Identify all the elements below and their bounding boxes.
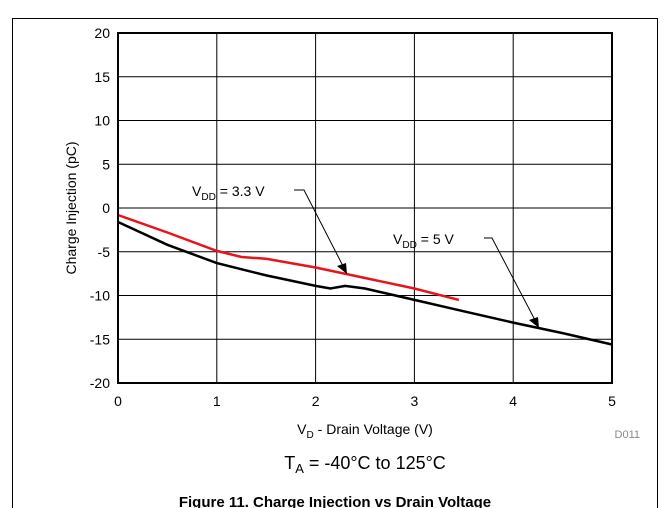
y-tick-label: -20 bbox=[90, 375, 110, 391]
x-tick-label: 1 bbox=[213, 393, 221, 409]
text-rest: = -40°C to 125°C bbox=[304, 453, 446, 473]
y-tick-label: 20 bbox=[94, 25, 110, 41]
text-sub: A bbox=[295, 461, 304, 476]
lines bbox=[117, 213, 613, 346]
y-tick-label: 15 bbox=[94, 69, 110, 85]
text-main: V bbox=[297, 421, 307, 437]
y-tick-label: 10 bbox=[94, 113, 110, 129]
y-tick-label: 5 bbox=[102, 156, 110, 172]
x-tick-label: 3 bbox=[411, 393, 419, 409]
y-tick-label: -15 bbox=[90, 331, 110, 347]
text-sub: DD bbox=[201, 192, 216, 203]
text-main: V bbox=[192, 183, 202, 199]
condition: TA = -40°C to 125°C bbox=[284, 453, 446, 476]
frame bbox=[12, 18, 658, 508]
x-tick-label: 2 bbox=[312, 393, 320, 409]
x-tick-label: 0 bbox=[114, 393, 122, 409]
text-sub: DD bbox=[402, 240, 417, 251]
text-rest: - Drain Voltage (V) bbox=[314, 421, 433, 437]
y-tick-label: -10 bbox=[90, 288, 110, 304]
text-sub: D bbox=[307, 430, 314, 441]
text-main: V bbox=[393, 231, 403, 247]
figure-id: D011 bbox=[615, 429, 640, 441]
y-tick-label: 0 bbox=[102, 200, 110, 216]
leaders bbox=[294, 189, 539, 328]
plot-border bbox=[117, 32, 613, 384]
y-tick-label: -5 bbox=[98, 244, 111, 260]
text-main: T bbox=[284, 453, 295, 473]
y-axis-label: Charge Injection (pC) bbox=[63, 141, 79, 274]
text-rest: = 5 V bbox=[417, 231, 455, 247]
x-tick-label: 5 bbox=[608, 393, 616, 409]
x-tick-label: 4 bbox=[509, 393, 517, 409]
caption: Figure 11. Charge Injection vs Drain Vol… bbox=[179, 494, 491, 508]
x-axis-label: VD - Drain Voltage (V) bbox=[297, 421, 433, 441]
series-line bbox=[117, 213, 460, 302]
series-line bbox=[117, 220, 613, 346]
grid bbox=[117, 32, 613, 384]
text-rest: = 3.3 V bbox=[216, 183, 265, 199]
annotation: VDD = 5 V bbox=[393, 231, 455, 251]
annotation: VDD = 3.3 V bbox=[192, 183, 265, 203]
